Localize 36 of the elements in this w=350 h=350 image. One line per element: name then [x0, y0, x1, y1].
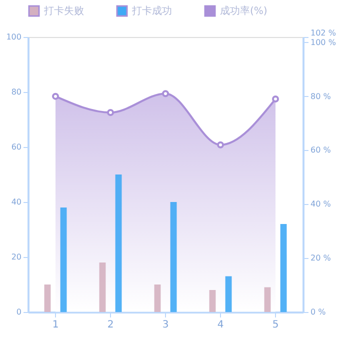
- y2-tick-label: 60 %: [310, 146, 332, 155]
- bar: [60, 208, 67, 312]
- bar: [99, 262, 106, 312]
- y2-tick-label: 102 %: [310, 28, 336, 38]
- x-tick-label: 1: [52, 320, 59, 330]
- bar: [115, 174, 122, 312]
- y-tick-label: 100: [6, 32, 22, 42]
- y-tick-label: 60: [11, 142, 22, 152]
- y2-tick-label: 80 %: [310, 92, 332, 101]
- bar: [44, 284, 51, 312]
- point: [52, 92, 59, 100]
- y-tick-label: 80: [11, 88, 22, 96]
- bar: [170, 202, 177, 312]
- point: [162, 90, 169, 98]
- bar: [209, 290, 216, 312]
- y2-tick-label: 20 %: [310, 254, 332, 263]
- legend-label: 打卡失败: [43, 5, 84, 17]
- y2-tick-label: 100 %: [310, 38, 336, 47]
- x-tick-label: 5: [272, 320, 279, 330]
- bar: [264, 287, 271, 312]
- y-tick-label: 20: [11, 252, 22, 262]
- x-tick-label: 3: [162, 320, 169, 330]
- x-tick-label: 4: [217, 320, 224, 330]
- legend-label: 打卡成功: [131, 5, 172, 17]
- x-tick-label: 2: [107, 320, 114, 330]
- y-tick-label: 0: [16, 308, 22, 316]
- legend-label: 成功率(%): [220, 5, 268, 17]
- point: [272, 96, 279, 103]
- bar: [225, 276, 232, 312]
- y-tick-label: 40: [11, 198, 22, 206]
- point: [107, 108, 114, 116]
- bar: [280, 224, 287, 312]
- point: [217, 141, 224, 148]
- bar: [154, 284, 161, 312]
- y2-tick-label: 0 %: [310, 308, 326, 316]
- y2-tick-label: 40 %: [310, 200, 332, 209]
